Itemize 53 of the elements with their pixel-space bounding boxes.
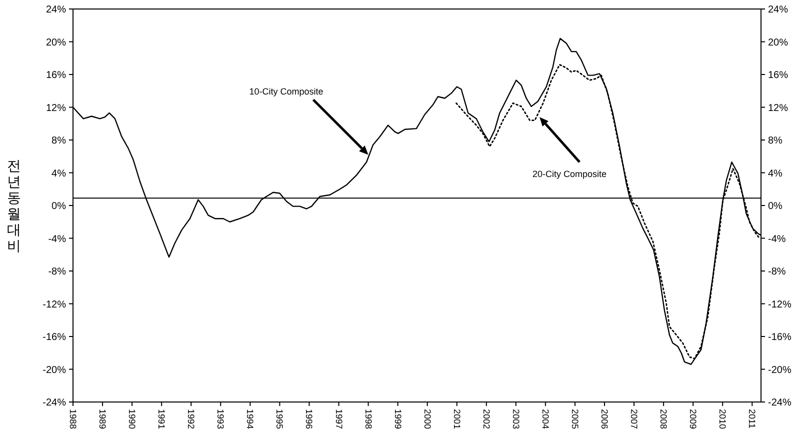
annotation: 20-City Composite	[532, 169, 607, 180]
x-tick-label: 2003	[510, 409, 521, 430]
y-tick-label: 12%	[46, 102, 66, 114]
y-tick-label: 20%	[46, 37, 66, 48]
x-tick-label: 1998	[363, 409, 374, 430]
y2-tick-label: 8%	[768, 136, 783, 146]
x-tick-label: 2000	[422, 409, 432, 430]
annotation: 10-City Composite	[249, 86, 324, 97]
y-axis-title: 전년동월대비	[7, 158, 21, 254]
x-tick-label: 2005	[570, 409, 580, 430]
x-tick-label: 2004	[540, 409, 550, 430]
x-tick-label: 2008	[658, 409, 669, 430]
y2-tick-label: 0%	[768, 201, 783, 212]
y-tick-label: -12%	[42, 299, 66, 310]
x-tick-label: 1991	[156, 409, 167, 430]
y2-tick-label: -4%	[768, 234, 786, 245]
y2-tick-label: -12%	[768, 299, 792, 310]
y2-tick-label: 24%	[768, 4, 788, 16]
x-tick-label: 1999	[392, 409, 403, 430]
y2-tick-label: -8%	[768, 266, 786, 278]
x-tick-label: 1997	[334, 409, 344, 430]
x-tick-label: 1989	[98, 409, 108, 430]
y-tick-label: -4%	[48, 234, 66, 245]
y-tick-label: 4%	[52, 168, 66, 180]
x-tick-label: 2011	[747, 409, 758, 428]
x-tick-label: 2001	[452, 409, 462, 430]
y-tick-label: -20%	[42, 364, 66, 376]
y2-tick-label: 16%	[768, 70, 788, 81]
y2-tick-label: 4%	[768, 168, 783, 180]
y-tick-label: 0%	[52, 201, 66, 212]
y-tick-label: 16%	[46, 70, 66, 81]
x-tick-label: 1993	[216, 409, 226, 430]
y2-tick-label: -24%	[768, 398, 792, 408]
x-tick-label: 2009	[688, 409, 698, 430]
x-tick-label: 2002	[481, 409, 492, 430]
x-tick-label: 2006	[600, 409, 610, 430]
y2-tick-label: 12%	[768, 102, 788, 114]
x-tick-label: 1992	[186, 409, 196, 430]
y-tick-label: -24%	[42, 398, 66, 408]
y-tick-label: -16%	[42, 332, 66, 343]
x-tick-label: 1995	[274, 409, 285, 430]
x-tick-label: 2010	[718, 409, 728, 430]
x-tick-label: 1996	[304, 409, 314, 430]
y2-tick-label: 20%	[768, 37, 788, 48]
y2-tick-label: -16%	[768, 332, 792, 343]
y-tick-label: 8%	[52, 136, 66, 146]
y-tick-label: -8%	[48, 266, 66, 278]
y-tick-label: 24%	[46, 4, 66, 16]
y2-tick-label: -20%	[768, 364, 792, 376]
x-tick-label: 1994	[245, 409, 256, 430]
x-tick-label: 1990	[127, 409, 138, 430]
x-tick-label: 2007	[629, 409, 640, 430]
x-tick-label: 1988	[68, 409, 78, 430]
